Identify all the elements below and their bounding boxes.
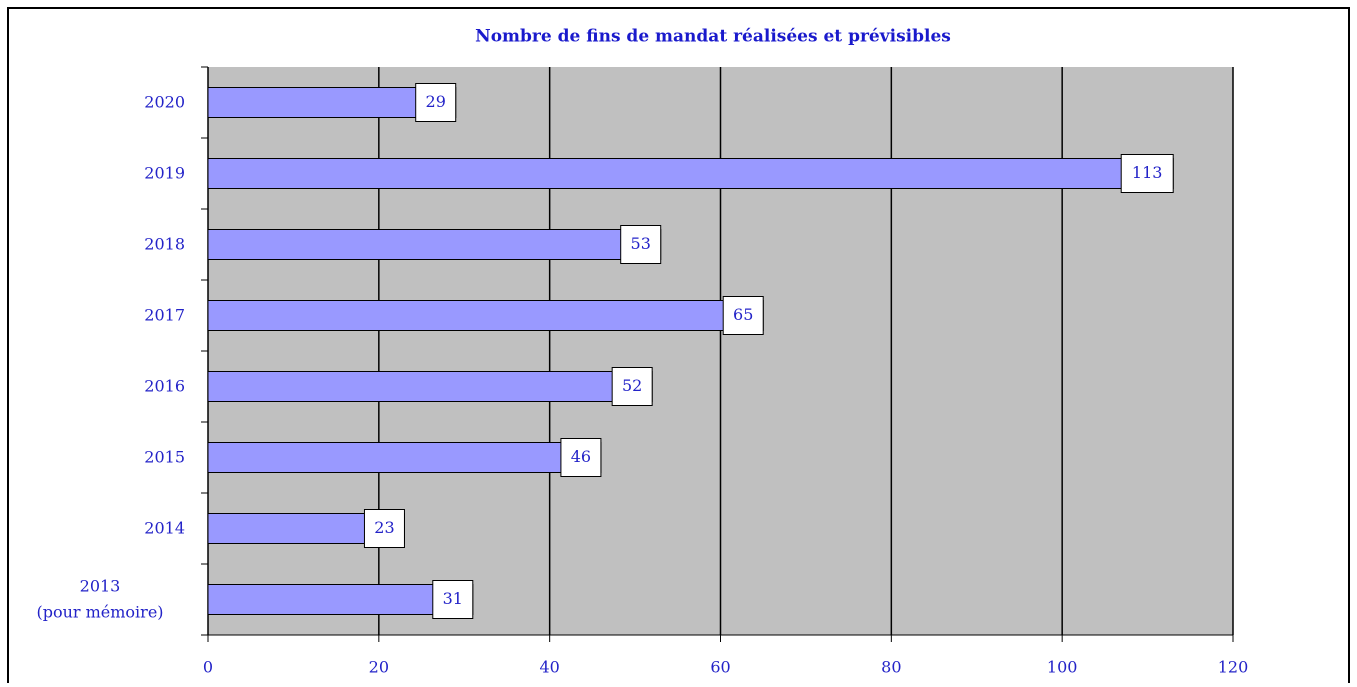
data-label-box xyxy=(620,225,662,264)
data-label: 113 xyxy=(1132,163,1163,182)
data-label-box xyxy=(560,438,602,477)
data-label: 53 xyxy=(631,234,651,253)
data-label-box xyxy=(722,296,764,335)
data-label-box xyxy=(1120,154,1174,193)
y-tick-label: 2019 xyxy=(144,163,185,182)
bar xyxy=(207,442,602,473)
data-label: 46 xyxy=(571,447,591,466)
data-label: 29 xyxy=(426,92,446,111)
chart-title: Nombre de fins de mandat réalisées et pr… xyxy=(475,27,951,47)
data-label-box xyxy=(415,83,457,122)
y-tick-label: 2017 xyxy=(144,305,185,324)
x-tick-label: 80 xyxy=(881,658,901,677)
x-tick-label: 120 xyxy=(1218,658,1249,677)
y-tick-label: 2016 xyxy=(144,376,185,395)
x-tick-label: 20 xyxy=(369,658,389,677)
data-label: 65 xyxy=(733,305,753,324)
y-tick-label: 2020 xyxy=(144,92,185,111)
data-label: 52 xyxy=(622,376,642,395)
data-label-box xyxy=(363,509,405,548)
y-tick-label: 2015 xyxy=(144,447,185,466)
data-label-box xyxy=(432,580,474,619)
bar xyxy=(207,229,662,260)
y-tick-label: 2013 (pour mémoire) xyxy=(36,576,163,621)
data-label: 23 xyxy=(374,518,394,537)
data-label: 31 xyxy=(443,589,463,608)
x-tick-label: 100 xyxy=(1047,658,1078,677)
bar xyxy=(207,87,457,118)
data-label-box xyxy=(611,367,653,406)
bar xyxy=(207,584,474,615)
bar xyxy=(207,300,764,331)
x-tick-label: 40 xyxy=(539,658,559,677)
y-tick-label: 2014 xyxy=(144,518,185,537)
x-tick-label: 60 xyxy=(710,658,730,677)
bar xyxy=(207,371,653,402)
x-tick-label: 0 xyxy=(203,658,213,677)
y-tick-label: 2018 xyxy=(144,234,185,253)
bar xyxy=(207,158,1174,189)
